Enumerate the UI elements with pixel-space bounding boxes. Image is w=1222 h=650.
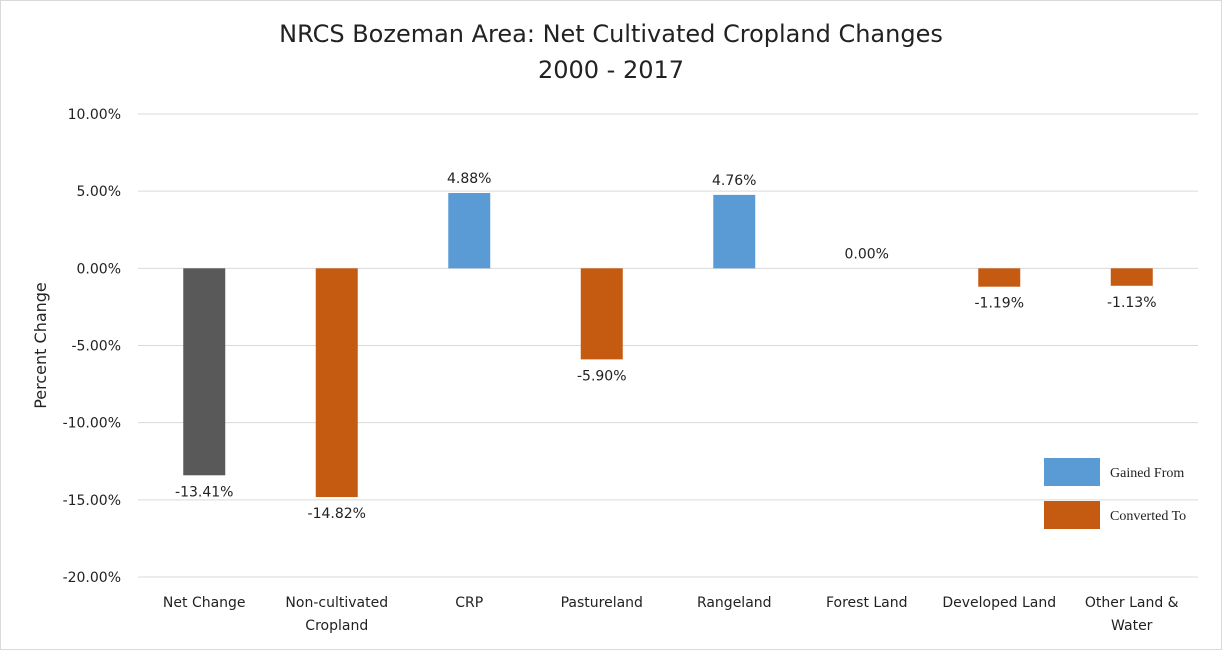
x-tick-label: Pastureland — [561, 595, 643, 611]
y-tick-label: 5.00% — [77, 184, 121, 200]
chart-subtitle: 2000 - 2017 — [537, 56, 685, 84]
bar-1 — [315, 268, 358, 498]
x-tick-label: Other Land & Water — [1085, 595, 1179, 634]
chart-title: NRCS Bozeman Area: Net Cultivated Cropla… — [279, 20, 943, 48]
bar-3 — [580, 268, 623, 360]
data-label: 4.88% — [447, 171, 491, 187]
x-tick-label: Non-cultivated Cropland — [285, 595, 388, 634]
legend-swatch-gained — [1044, 458, 1100, 486]
y-axis-title: Percent Change — [31, 282, 50, 409]
x-tick-label: Developed Land — [942, 595, 1056, 611]
y-tick-label: -5.00% — [71, 339, 121, 355]
x-tick-label: Forest Land — [826, 595, 908, 611]
bar-6 — [978, 268, 1021, 287]
data-label: -13.41% — [175, 484, 233, 500]
bar-7 — [1110, 268, 1153, 286]
legend-label-gained: Gained From — [1110, 466, 1184, 481]
data-label: 4.76% — [712, 173, 756, 189]
data-label: -1.13% — [1107, 295, 1157, 311]
data-label: 0.00% — [845, 246, 889, 262]
bar-0 — [183, 268, 226, 476]
legend-label-converted: Converted To — [1110, 509, 1186, 524]
data-label: -1.19% — [974, 296, 1024, 312]
bar-2 — [448, 193, 491, 269]
data-label: -14.82% — [308, 506, 366, 522]
y-tick-label: -15.00% — [63, 493, 121, 509]
y-tick-label: 0.00% — [77, 261, 121, 277]
legend-swatch-converted — [1044, 501, 1100, 529]
y-tick-label: -20.00% — [63, 570, 121, 586]
x-tick-label: Rangeland — [697, 595, 772, 611]
y-tick-label: 10.00% — [68, 107, 121, 123]
data-label: -5.90% — [577, 368, 627, 384]
y-tick-label: -10.00% — [63, 416, 121, 432]
bar-4 — [713, 194, 756, 269]
x-tick-label: CRP — [455, 595, 483, 611]
x-tick-label: Net Change — [163, 595, 246, 611]
